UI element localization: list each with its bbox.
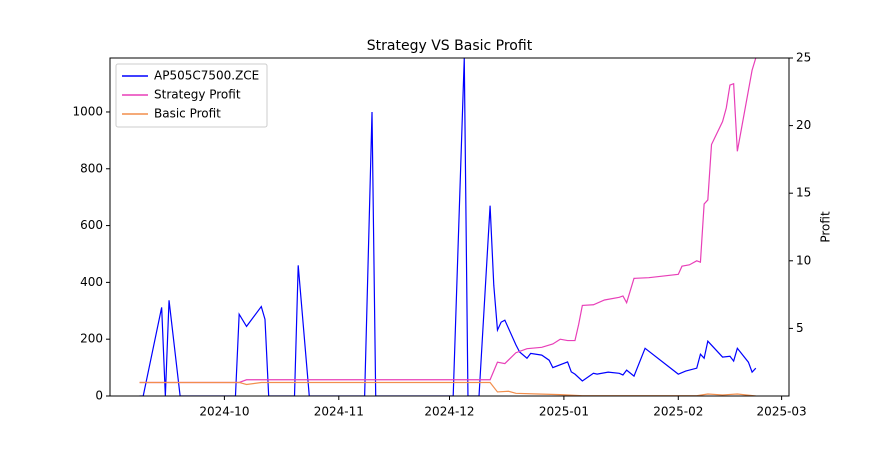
y-tick-label: 1000 bbox=[72, 104, 103, 118]
y-tick-label: 600 bbox=[80, 218, 103, 232]
y2-tick-label: 10 bbox=[796, 253, 811, 267]
x-tick-label: 2024-12 bbox=[424, 405, 474, 419]
y2-tick-label: 5 bbox=[796, 321, 804, 335]
x-tick-label: 2024-10 bbox=[199, 405, 249, 419]
axes-frame bbox=[109, 57, 790, 397]
series-line bbox=[139, 381, 756, 396]
legend-label: AP505C7500.ZCE bbox=[154, 69, 259, 83]
series-line bbox=[139, 58, 757, 384]
y-tick-label: 200 bbox=[80, 332, 103, 346]
legend-label: Strategy Profit bbox=[154, 88, 241, 102]
x-tick-label: 2025-01 bbox=[539, 405, 589, 419]
y-tick-label: 400 bbox=[80, 275, 103, 289]
chart-title: Strategy VS Basic Profit bbox=[367, 38, 533, 54]
legend-label: Basic Profit bbox=[154, 107, 221, 121]
y-tick-label: 0 bbox=[95, 389, 103, 403]
y2-tick-label: 25 bbox=[796, 51, 811, 65]
x-tick-label: 2024-11 bbox=[314, 405, 364, 419]
series-line bbox=[139, 58, 757, 396]
x-tick-label: 2025-03 bbox=[757, 405, 807, 419]
x-tick-label: 2025-02 bbox=[653, 405, 703, 419]
y2-tick-label: 20 bbox=[796, 118, 811, 132]
y2-axis-label: Profit bbox=[819, 211, 833, 243]
y-tick-label: 800 bbox=[80, 161, 103, 175]
legend-box bbox=[115, 63, 268, 128]
y2-tick-label: 15 bbox=[796, 186, 811, 200]
